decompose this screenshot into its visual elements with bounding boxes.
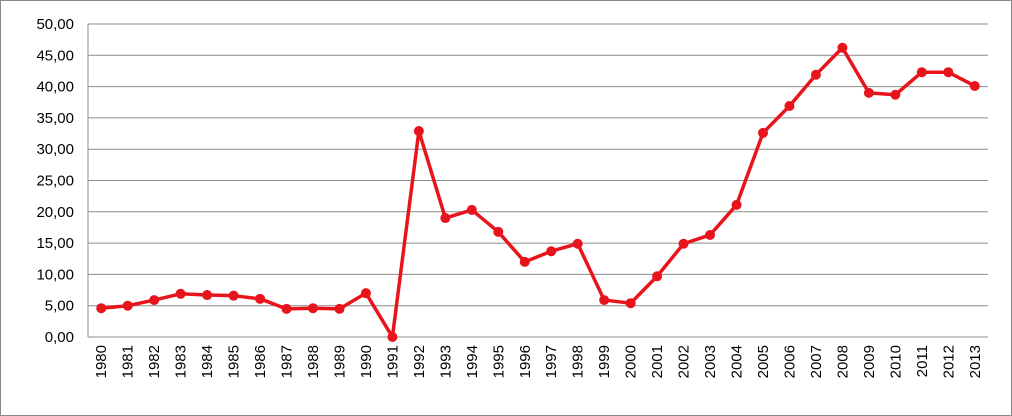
x-tick-label: 2012 [940, 345, 957, 378]
point [916, 67, 927, 78]
x-tick-label: 1988 [305, 345, 322, 378]
x-tick-label: 1995 [490, 345, 507, 378]
point [890, 89, 901, 100]
point [202, 290, 213, 301]
x-tick-label: 2004 [729, 345, 746, 378]
x-tick-label: 2009 [861, 345, 878, 378]
x-tick-label: 1985 [226, 345, 243, 378]
point [572, 238, 583, 249]
x-tick-label: 1999 [596, 345, 613, 378]
y-tick-label: 10,00 [36, 266, 74, 283]
point [413, 126, 424, 137]
point [466, 204, 477, 215]
x-tick-label: 1997 [543, 345, 560, 378]
x-tick-label: 1981 [120, 345, 137, 378]
x-tick-label: 2010 [887, 345, 904, 378]
x-tick-label: 2003 [702, 345, 719, 378]
x-tick-label: 2002 [676, 345, 693, 378]
line [101, 46, 976, 339]
point [546, 246, 557, 257]
point [360, 288, 371, 299]
point [705, 229, 716, 240]
point [731, 199, 742, 210]
point [810, 69, 821, 80]
x-tick-label: 1992 [411, 345, 428, 378]
point [652, 271, 663, 282]
point [308, 303, 318, 314]
x-tick-label: 1996 [517, 345, 534, 378]
point [387, 332, 398, 342]
x-tick-label: 2001 [649, 345, 666, 378]
x-tick-label: 2011 [914, 345, 931, 377]
point [440, 213, 451, 224]
x-tick-label: 1998 [570, 345, 587, 378]
point [969, 80, 980, 91]
point [599, 295, 610, 306]
x-tick-label: 1982 [146, 345, 163, 378]
point [493, 226, 504, 237]
y-tick-label: 20,00 [36, 204, 74, 221]
x-tick-label: 2005 [755, 345, 772, 378]
x-tick-label: 2008 [834, 345, 851, 378]
x-tick-label: 2007 [808, 345, 825, 378]
x-tick-label: 2013 [967, 345, 984, 378]
x-tick-label: 1984 [199, 345, 216, 378]
x-tick-label: 1994 [464, 345, 481, 378]
y-tick-label: 50,00 [36, 16, 74, 33]
point [122, 300, 133, 311]
y-tick-label: 5,00 [45, 298, 74, 315]
point [96, 303, 107, 314]
point [863, 87, 874, 98]
point [758, 127, 768, 138]
x-tick-label: 1983 [173, 345, 190, 378]
point [149, 295, 160, 306]
x-tick-label: 1993 [437, 345, 454, 378]
point [943, 67, 954, 78]
point [255, 293, 266, 304]
x-tick-label: 1987 [279, 345, 296, 378]
point [334, 303, 345, 314]
point [281, 303, 292, 314]
point [678, 238, 689, 249]
point [784, 101, 795, 112]
x-tick-label: 1990 [358, 345, 375, 378]
point [837, 42, 848, 53]
point [519, 256, 530, 267]
y-tick-label: 25,00 [36, 173, 74, 190]
x-tick-label: 1989 [331, 345, 348, 378]
x-tick-label: 1986 [252, 345, 269, 378]
x-tick-label: 1980 [93, 345, 110, 378]
x-tick-label: 2000 [623, 345, 640, 378]
y-tick-label: 35,00 [36, 110, 74, 127]
point [625, 298, 636, 309]
point [228, 290, 239, 301]
y-tick-label: 40,00 [36, 79, 74, 96]
x-tick-label: 1991 [384, 345, 401, 378]
y-tick-label: 45,00 [36, 47, 74, 64]
x-tick-label: 2006 [781, 345, 798, 378]
point [175, 288, 186, 299]
y-tick-label: 15,00 [36, 235, 74, 252]
y-tick-label: 0,00 [45, 329, 74, 346]
y-tick-label: 30,00 [36, 141, 74, 158]
